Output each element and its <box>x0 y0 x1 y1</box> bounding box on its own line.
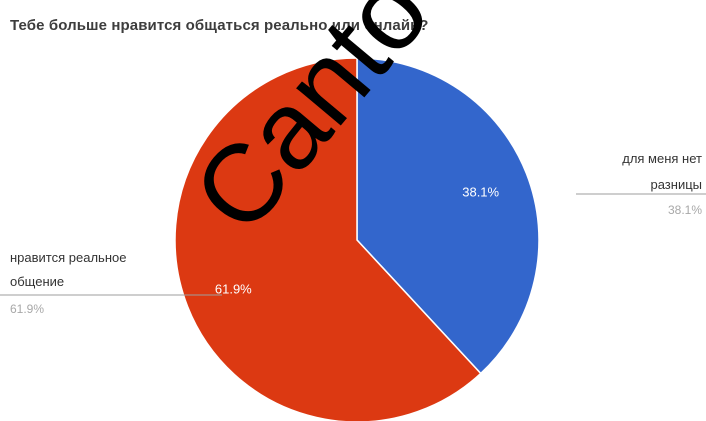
label-real-communication: нравится реальное общение 61.9% <box>0 250 222 316</box>
chart-title: Тебе больше нравится общаться реально ил… <box>10 17 429 34</box>
callout-label-text: разницы <box>650 177 702 192</box>
label-no-difference: для меня нет разницы 38.1% <box>576 151 706 217</box>
callout-percent-text: 61.9% <box>10 302 44 316</box>
pct-label-real-communication: 61.9% <box>215 282 252 297</box>
callout-label-text: нравится реальное <box>10 250 126 265</box>
pct-label-no-difference: 38.1% <box>462 184 499 199</box>
callout-percent-text: 38.1% <box>668 203 702 217</box>
slice-no-difference[interactable] <box>356 57 540 375</box>
callout-label-text: общение <box>10 274 64 289</box>
callout-label-text: для меня нет <box>622 151 702 166</box>
slice-real-communication[interactable] <box>174 57 482 421</box>
